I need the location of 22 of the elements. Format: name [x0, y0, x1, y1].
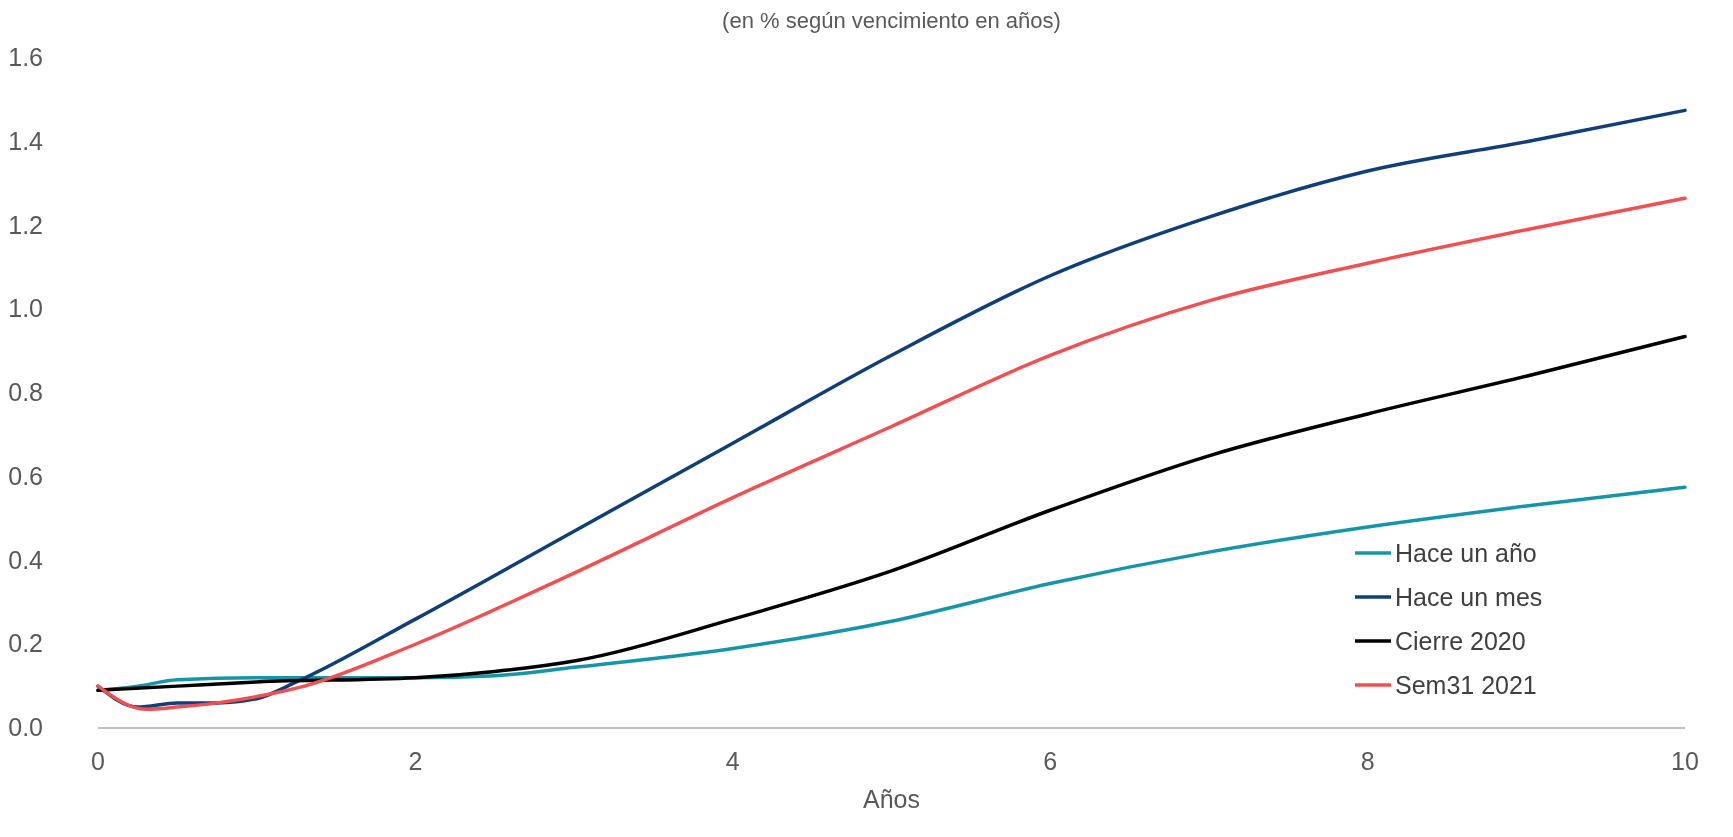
chart-subtitle: (en % según vencimiento en años)	[722, 8, 1061, 33]
legend-label: Hace un mes	[1395, 583, 1543, 611]
y-tick-label: 1.0	[8, 294, 43, 323]
y-tick-label: 0.8	[8, 378, 43, 406]
y-tick-label: 1.4	[8, 126, 44, 155]
line-series	[96, 334, 1687, 693]
y-tick-label: 0.6	[8, 461, 43, 490]
y-tick-label: 1.6	[8, 43, 43, 71]
x-tick-label: 8	[1360, 747, 1375, 775]
legend-label: Sem31 2021	[1395, 671, 1537, 699]
x-tick-label: 6	[1043, 747, 1058, 775]
x-tick-label: 2	[408, 747, 423, 775]
y-tick-label: 0.0	[8, 713, 43, 741]
y-tick-label: 0.2	[8, 629, 43, 658]
y-tick-label: 1.2	[8, 210, 43, 239]
y-tick-label: 0.4	[8, 545, 44, 574]
x-tick-label: 10	[1671, 747, 1699, 775]
x-tick-label: 4	[725, 747, 740, 775]
legend-label: Cierre 2020	[1395, 627, 1526, 655]
x-axis-title: Años	[863, 785, 920, 813]
legend-label: Hace un año	[1395, 539, 1537, 567]
x-tick-label: 0	[91, 747, 105, 775]
